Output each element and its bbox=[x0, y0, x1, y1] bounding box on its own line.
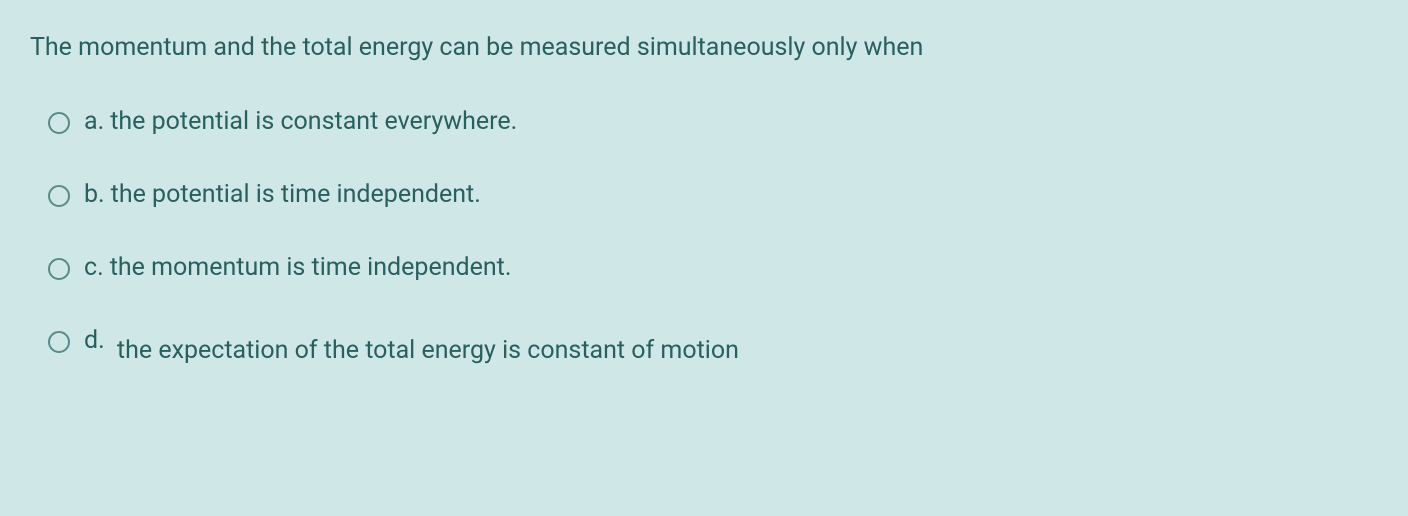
option-a-text: the potential is constant everywhere. bbox=[110, 107, 517, 136]
option-c-letter: c. bbox=[84, 253, 104, 282]
radio-c[interactable] bbox=[48, 258, 70, 280]
option-d-letter: d. bbox=[84, 326, 105, 355]
option-b-text: the potential is time independent. bbox=[111, 180, 481, 209]
option-c[interactable]: c.the momentum is time independent. bbox=[48, 253, 1378, 282]
option-b[interactable]: b.the potential is time independent. bbox=[48, 180, 1378, 209]
quiz-question-container: The momentum and the total energy can be… bbox=[0, 0, 1408, 516]
radio-d[interactable] bbox=[48, 331, 70, 353]
option-d[interactable]: d. the expectation of the total energy i… bbox=[48, 326, 1378, 365]
question-text: The momentum and the total energy can be… bbox=[30, 32, 1378, 65]
radio-b[interactable] bbox=[48, 185, 70, 207]
option-a-label: a.the potential is constant everywhere. bbox=[84, 107, 517, 136]
option-d-label: d. the expectation of the total energy i… bbox=[84, 326, 739, 365]
option-d-text: the expectation of the total energy is c… bbox=[117, 336, 739, 365]
option-b-label: b.the potential is time independent. bbox=[84, 180, 481, 209]
option-a[interactable]: a.the potential is constant everywhere. bbox=[48, 107, 1378, 136]
radio-a[interactable] bbox=[48, 112, 70, 134]
options-list: a.the potential is constant everywhere. … bbox=[30, 107, 1378, 365]
option-c-label: c.the momentum is time independent. bbox=[84, 253, 511, 282]
option-b-letter: b. bbox=[84, 180, 105, 209]
option-c-text: the momentum is time independent. bbox=[110, 253, 512, 282]
option-a-letter: a. bbox=[84, 107, 104, 136]
